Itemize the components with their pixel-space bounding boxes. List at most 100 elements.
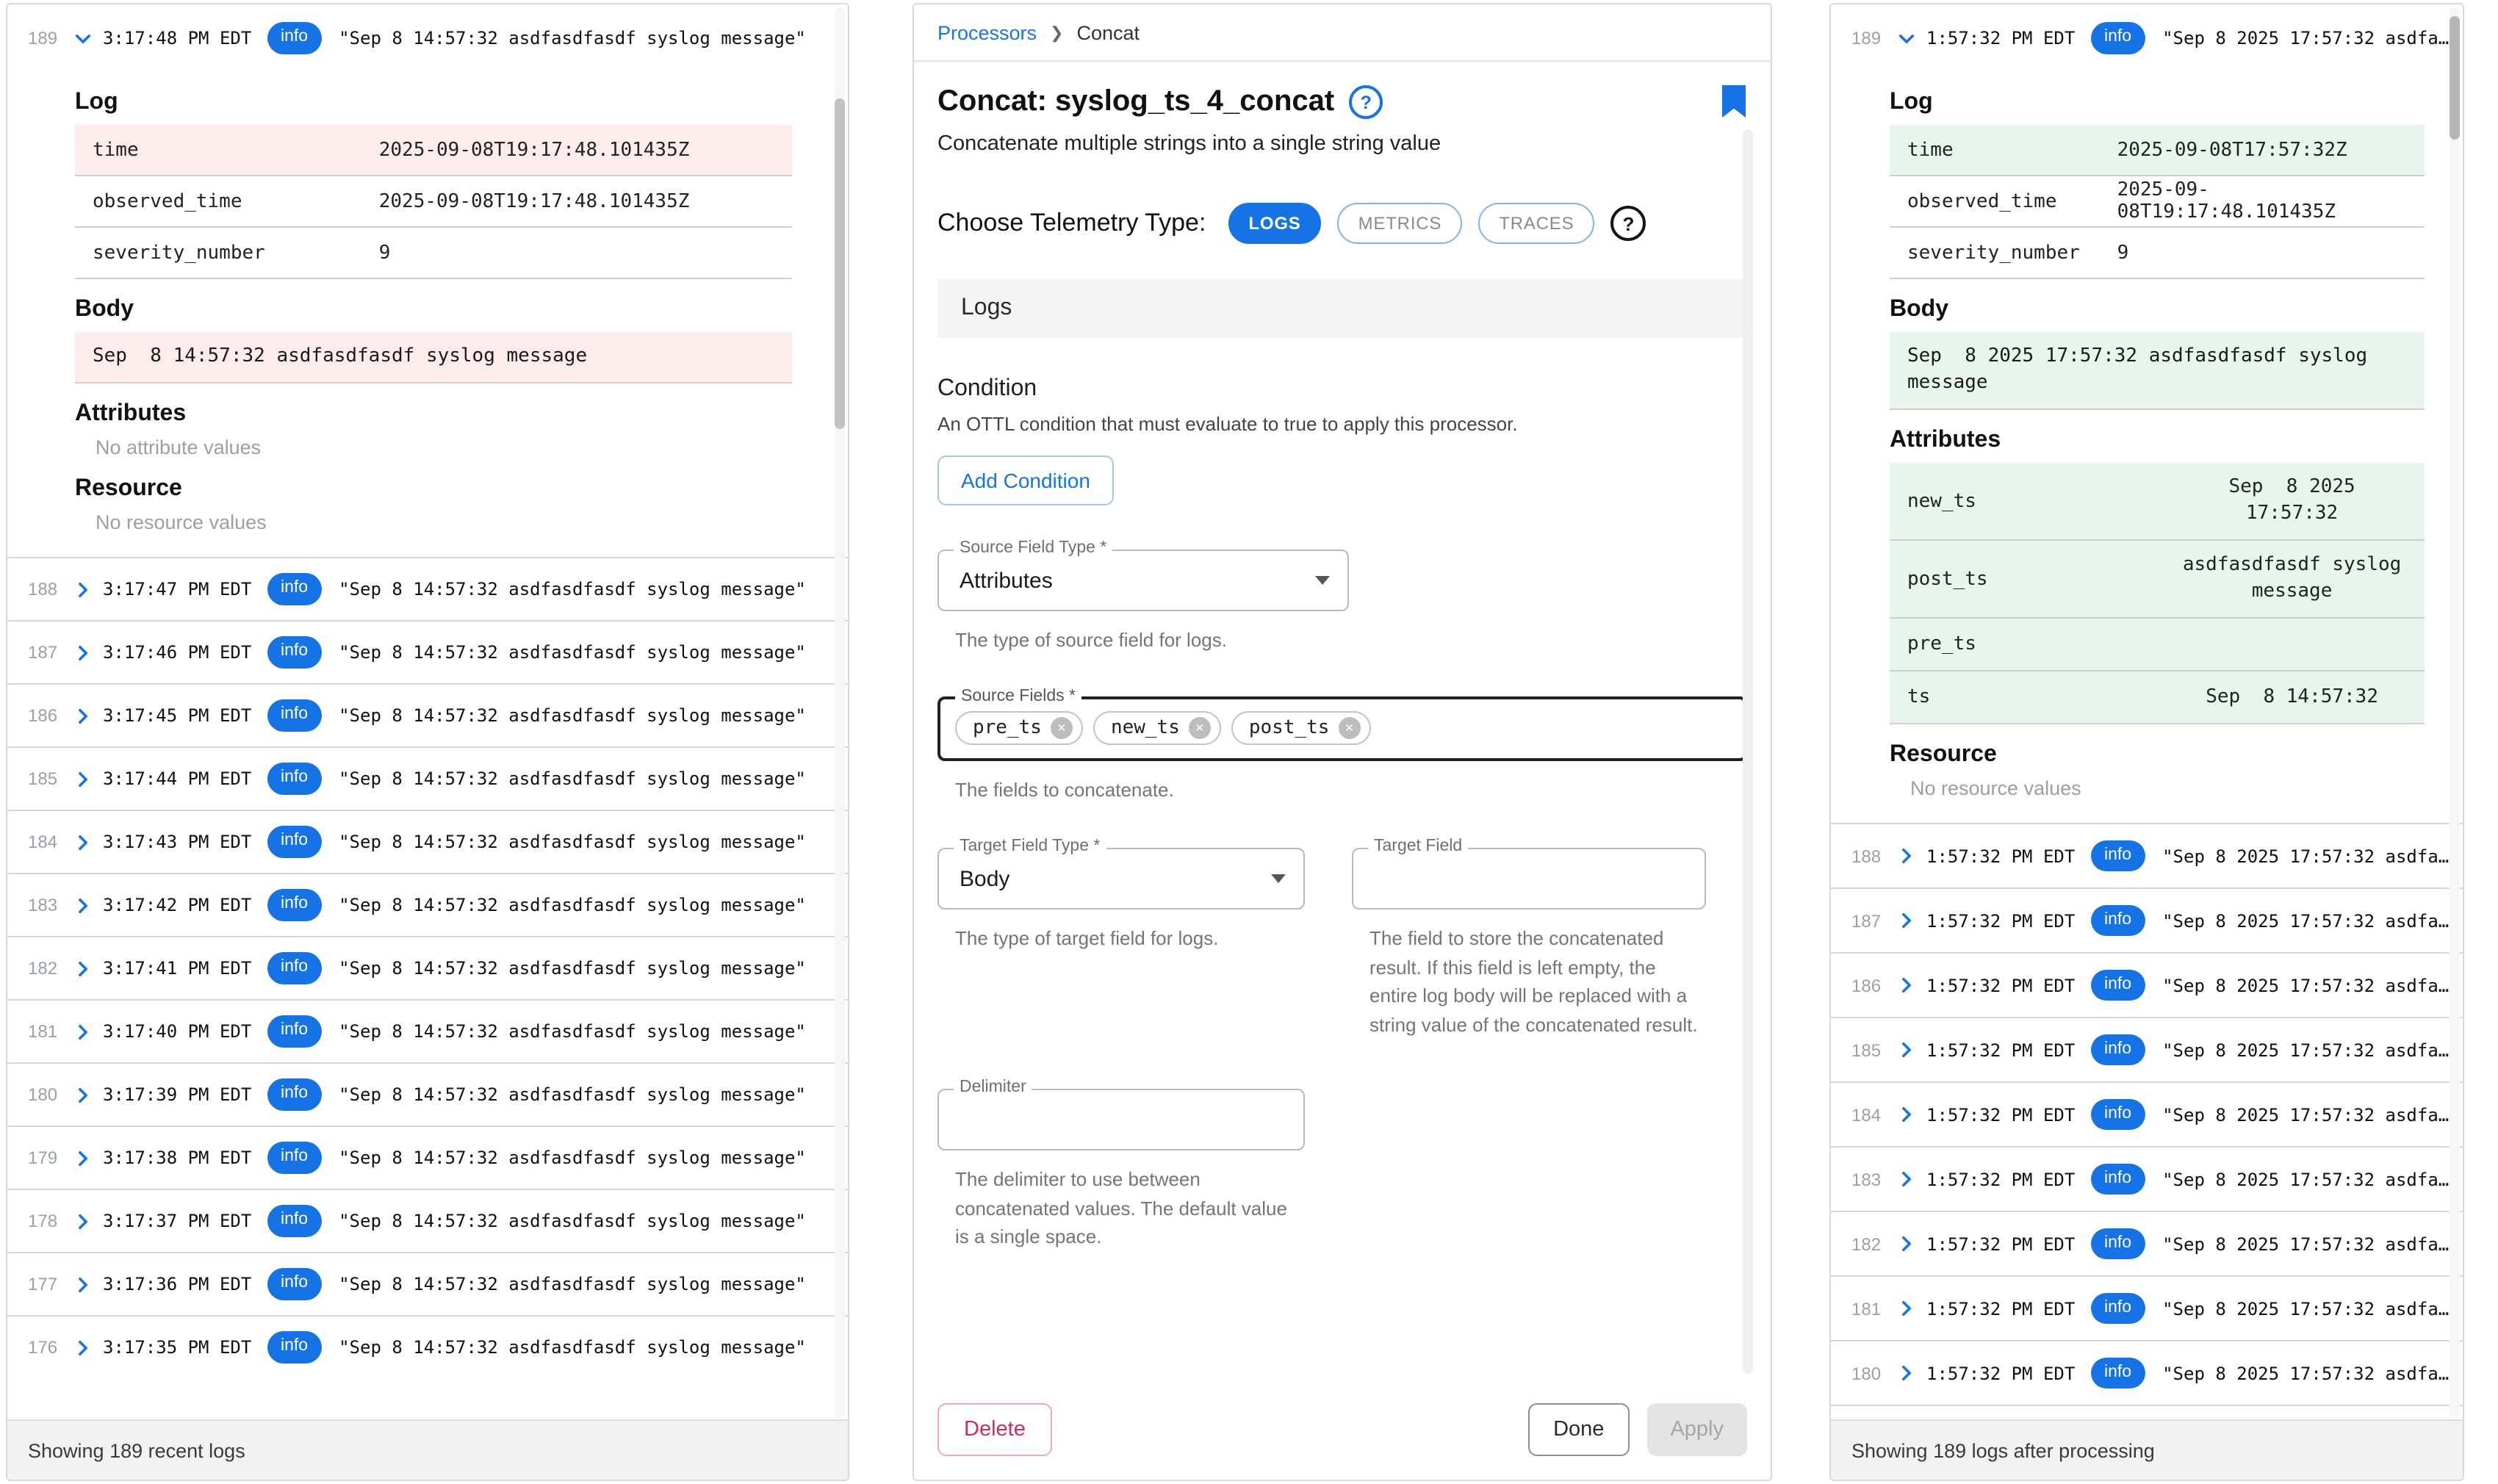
log-row-time: 1:57:32 PM EDT bbox=[1926, 1104, 2076, 1125]
source-fields-hint: The fields to concatenate. bbox=[955, 778, 1174, 800]
chip-post-ts[interactable]: post_ts ✕ bbox=[1231, 711, 1371, 745]
chevron-right-icon[interactable] bbox=[1896, 848, 1916, 864]
chevron-right-icon[interactable] bbox=[72, 1213, 93, 1229]
log-row-index: 178 bbox=[28, 1211, 58, 1231]
log-row-expanded[interactable]: 189 3:17:48 PM EDT info "Sep 8 14:57:32 … bbox=[7, 4, 848, 72]
log-row[interactable]: 183 1:57:32 PM EDT info "Sep 8 2025 17:5… bbox=[1831, 1146, 2463, 1211]
chevron-right-icon[interactable] bbox=[1896, 977, 1916, 993]
target-field-type-select[interactable]: Target Field Type * Body bbox=[937, 838, 1305, 910]
log-row[interactable]: 177 3:17:36 PM EDT info "Sep 8 14:57:32 … bbox=[7, 1252, 848, 1315]
telemetry-traces-button[interactable]: TRACES bbox=[1478, 203, 1595, 244]
log-row-message: "Sep 8 14:57:32 asdfasdfasdf syslog mess… bbox=[339, 28, 806, 48]
attributes-section-heading: Attributes bbox=[1890, 428, 2001, 453]
chevron-right-icon[interactable] bbox=[72, 834, 93, 850]
log-row[interactable]: 176 3:17:35 PM EDT info "Sep 8 14:57:32 … bbox=[7, 1315, 848, 1378]
log-row-message: "Sep 8 2025 17:57:32 asdfasdfasdf syslog… bbox=[2162, 975, 2451, 995]
chip-remove-icon[interactable]: ✕ bbox=[1188, 717, 1211, 739]
chevron-right-icon[interactable] bbox=[1896, 912, 1916, 929]
scrollbar-thumb[interactable] bbox=[2450, 16, 2460, 140]
log-row-expanded[interactable]: 189 1:57:32 PM EDT info "Sep 8 2025 17:5… bbox=[1831, 4, 2463, 72]
chevron-right-icon[interactable] bbox=[72, 581, 93, 597]
chevron-right-icon[interactable] bbox=[72, 960, 93, 976]
chevron-right-icon[interactable] bbox=[1896, 1300, 1916, 1316]
log-row[interactable]: 181 3:17:40 PM EDT info "Sep 8 14:57:32 … bbox=[7, 999, 848, 1062]
chevron-right-icon[interactable] bbox=[1896, 1106, 1916, 1123]
log-row-message: "Sep 8 14:57:32 asdfasdfasdf syslog mess… bbox=[339, 705, 806, 726]
chevron-down-icon[interactable] bbox=[72, 30, 93, 46]
chevron-right-icon[interactable] bbox=[72, 1339, 93, 1355]
log-row[interactable]: 183 3:17:42 PM EDT info "Sep 8 14:57:32 … bbox=[7, 873, 848, 936]
log-row-index: 188 bbox=[28, 579, 58, 599]
chevron-right-icon[interactable] bbox=[72, 644, 93, 660]
chevron-right-icon[interactable] bbox=[72, 897, 93, 913]
log-row[interactable]: 186 3:17:45 PM EDT info "Sep 8 14:57:32 … bbox=[7, 683, 848, 746]
log-row[interactable]: 188 1:57:32 PM EDT info "Sep 8 2025 17:5… bbox=[1831, 823, 2463, 887]
log-row[interactable]: 179 3:17:38 PM EDT info "Sep 8 14:57:32 … bbox=[7, 1125, 848, 1189]
log-row-time: 3:17:35 PM EDT bbox=[103, 1337, 252, 1358]
log-row-message: "Sep 8 14:57:32 asdfasdfasdf syslog mess… bbox=[339, 1211, 806, 1231]
chevron-down-icon[interactable] bbox=[1896, 30, 1916, 46]
chevron-right-icon[interactable] bbox=[72, 707, 93, 724]
telemetry-metrics-button[interactable]: METRICS bbox=[1337, 203, 1463, 244]
bookmark-icon[interactable] bbox=[1721, 85, 1747, 119]
source-fields-input[interactable]: Source Fields * pre_ts ✕ new_ts ✕ post_ts ✕ bbox=[937, 687, 1747, 760]
log-row-time: 3:17:43 PM EDT bbox=[103, 832, 252, 852]
log-row[interactable]: 185 3:17:44 PM EDT info "Sep 8 14:57:32 … bbox=[7, 746, 848, 810]
telemetry-help-icon[interactable]: ? bbox=[1610, 206, 1646, 241]
log-row[interactable]: 187 1:57:32 PM EDT info "Sep 8 2025 17:5… bbox=[1831, 887, 2463, 952]
log-row[interactable]: 180 1:57:32 PM EDT info "Sep 8 2025 17:5… bbox=[1831, 1340, 2463, 1405]
chevron-right-icon[interactable] bbox=[1896, 1042, 1916, 1058]
log-row[interactable]: 182 3:17:41 PM EDT info "Sep 8 14:57:32 … bbox=[7, 936, 848, 999]
chip-pre-ts[interactable]: pre_ts ✕ bbox=[955, 711, 1083, 745]
log-row[interactable]: 184 3:17:43 PM EDT info "Sep 8 14:57:32 … bbox=[7, 810, 848, 873]
help-icon[interactable]: ? bbox=[1349, 85, 1383, 119]
log-row[interactable]: 179 1:57:32 PM EDT info "Sep 8 2025 17:5… bbox=[1831, 1405, 2463, 1419]
dropdown-caret-icon bbox=[1271, 874, 1286, 883]
log-row[interactable]: 188 3:17:47 PM EDT info "Sep 8 14:57:32 … bbox=[7, 557, 848, 620]
done-button[interactable]: Done bbox=[1528, 1403, 1630, 1456]
chip-new-ts[interactable]: new_ts ✕ bbox=[1093, 711, 1221, 745]
chevron-right-icon[interactable] bbox=[1896, 1236, 1916, 1252]
chevron-right-icon[interactable] bbox=[72, 771, 93, 787]
telemetry-logs-button[interactable]: LOGS bbox=[1228, 203, 1322, 244]
resource-section-heading: Resource bbox=[75, 476, 182, 501]
log-row[interactable]: 182 1:57:32 PM EDT info "Sep 8 2025 17:5… bbox=[1831, 1211, 2463, 1275]
scrollbar-track[interactable] bbox=[1743, 129, 1753, 1374]
attributes-empty-text: No attribute values bbox=[96, 436, 262, 458]
chip-remove-icon[interactable]: ✕ bbox=[1338, 717, 1361, 739]
log-row[interactable]: 185 1:57:32 PM EDT info "Sep 8 2025 17:5… bbox=[1831, 1017, 2463, 1081]
severity-badge: info bbox=[2091, 1292, 2145, 1325]
target-field-input[interactable]: Target Field bbox=[1352, 838, 1706, 910]
chevron-right-icon[interactable] bbox=[1896, 1365, 1916, 1381]
scrollbar-thumb[interactable] bbox=[835, 98, 845, 429]
breadcrumb-processors-link[interactable]: Processors bbox=[937, 21, 1037, 43]
delete-button[interactable]: Delete bbox=[937, 1403, 1052, 1456]
chevron-right-icon[interactable] bbox=[72, 1150, 93, 1166]
log-row[interactable]: 186 1:57:32 PM EDT info "Sep 8 2025 17:5… bbox=[1831, 952, 2463, 1017]
field-row-severity-number: severity_number 9 bbox=[75, 228, 792, 279]
chevron-right-icon[interactable] bbox=[72, 1023, 93, 1040]
log-row[interactable]: 187 3:17:46 PM EDT info "Sep 8 14:57:32 … bbox=[7, 620, 848, 683]
severity-badge: info bbox=[267, 1331, 322, 1364]
apply-button-disabled[interactable]: Apply bbox=[1646, 1403, 1747, 1456]
chevron-right-icon[interactable] bbox=[1896, 1171, 1916, 1187]
chip-remove-icon[interactable]: ✕ bbox=[1050, 717, 1073, 739]
log-row[interactable]: 178 3:17:37 PM EDT info "Sep 8 14:57:32 … bbox=[7, 1189, 848, 1252]
chevron-right-icon[interactable] bbox=[72, 1087, 93, 1103]
log-row[interactable]: 181 1:57:32 PM EDT info "Sep 8 2025 17:5… bbox=[1831, 1275, 2463, 1340]
log-row[interactable]: 184 1:57:32 PM EDT info "Sep 8 2025 17:5… bbox=[1831, 1081, 2463, 1146]
body-section-heading: Body bbox=[1890, 297, 1948, 322]
log-row[interactable]: 180 3:17:39 PM EDT info "Sep 8 14:57:32 … bbox=[7, 1062, 848, 1125]
log-row-index: 177 bbox=[28, 1274, 58, 1294]
add-condition-button[interactable]: Add Condition bbox=[937, 455, 1114, 505]
delimiter-label: Delimiter bbox=[954, 1078, 1032, 1096]
scrollbar-track[interactable] bbox=[2450, 7, 2460, 1418]
chevron-right-icon[interactable] bbox=[72, 1276, 93, 1292]
target-field-type-hint: The type of target field for logs. bbox=[955, 927, 1219, 949]
resource-section-heading: Resource bbox=[1890, 742, 1997, 767]
log-row-time: 1:57:32 PM EDT bbox=[1926, 975, 2076, 995]
log-body-value: Sep 8 2025 17:57:32 asdfasdfasdf syslog … bbox=[1890, 332, 2425, 410]
source-field-type-select[interactable]: Source Field Type * Attributes bbox=[937, 539, 1349, 611]
severity-badge: info bbox=[267, 699, 322, 732]
delimiter-input[interactable]: Delimiter bbox=[937, 1078, 1305, 1150]
